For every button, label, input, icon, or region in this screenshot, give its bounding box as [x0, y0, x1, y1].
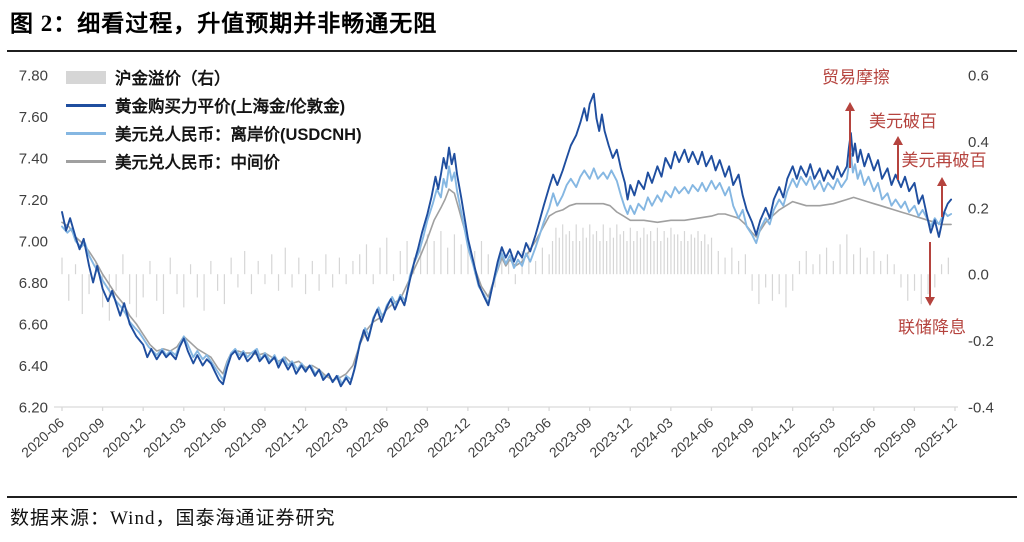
x-tick-label: 2025-12 — [911, 414, 960, 460]
line-swatch-icon — [66, 103, 106, 107]
left-axis-tick: 7.40 — [19, 151, 48, 168]
right-axis-tick: -0.4 — [968, 400, 994, 417]
series-line — [61, 92, 953, 388]
series-line — [61, 188, 952, 381]
x-tick-label: 2021-06 — [180, 414, 229, 460]
legend-item-usdcnh: 美元兑人民币：离岸价(USDCNH) — [66, 119, 362, 147]
x-tick-label: 2022-12 — [424, 414, 473, 460]
legend-item-fixing: 美元兑人民币：中间价 — [66, 147, 362, 175]
left-axis-tick: 6.60 — [19, 317, 48, 334]
right-axis-tick: 0.0 — [968, 267, 989, 284]
left-axis-tick: 6.80 — [19, 275, 48, 292]
x-tick-label: 2022-09 — [383, 414, 432, 460]
left-axis-labels: 7.80 7.60 7.40 7.20 7.00 6.80 6.60 6.40 6.20 — [19, 68, 48, 417]
left-axis-tick: 7.60 — [19, 109, 48, 126]
annotation-arrowhead-icon — [937, 177, 947, 186]
chart-legend: 沪金溢价（右） 黄金购买力平价(上海金/伦敦金) 美元兑人民币：离岸价(USDC… — [66, 63, 362, 175]
annotation-label: 联储降息 — [898, 318, 966, 337]
x-tick-label: 2021-03 — [140, 414, 189, 460]
x-tick-label: 2024-12 — [749, 414, 798, 460]
x-tick-label: 2025-09 — [871, 414, 920, 460]
legend-label: 黄金购买力平价(上海金/伦敦金) — [115, 98, 346, 116]
x-tick-label: 2025-03 — [789, 414, 838, 460]
annotation-label: 贸易摩擦 — [822, 68, 890, 87]
x-tick-label: 2025-06 — [830, 414, 879, 460]
x-tick-label: 2020-09 — [59, 414, 108, 460]
left-axis-tick: 7.00 — [19, 234, 48, 251]
x-tick-label: 2021-12 — [262, 414, 311, 460]
chart-svg: 2020-062020-092020-122021-032021-062021-… — [18, 68, 994, 461]
right-axis-tick: -0.2 — [968, 333, 994, 350]
x-tick-label: 2024-03 — [627, 414, 676, 460]
x-tick-label: 2020-06 — [18, 414, 67, 460]
line-swatch-icon — [66, 131, 106, 135]
legend-swatch-darkblue — [66, 103, 106, 107]
x-tick-label: 2021-09 — [221, 414, 270, 460]
left-axis-tick: 7.80 — [19, 68, 48, 85]
left-axis-tick: 7.20 — [19, 192, 48, 209]
legend-swatch-gray — [66, 159, 106, 163]
legend-item-premium: 沪金溢价（右） — [66, 63, 362, 91]
left-axis-tick: 6.20 — [19, 400, 48, 417]
legend-swatch-bar — [66, 70, 106, 84]
x-tick-label: 2022-03 — [302, 414, 351, 460]
x-tick-label: 2023-12 — [586, 414, 635, 460]
annotation-label: 美元破百 — [869, 112, 937, 131]
legend-label: 美元兑人民币：离岸价(USDCNH) — [115, 126, 362, 144]
x-tick-label: 2023-06 — [505, 414, 554, 460]
legend-item-gold-ppp: 黄金购买力平价(上海金/伦敦金) — [66, 91, 362, 119]
x-tick-label: 2020-12 — [99, 414, 148, 460]
line-swatch-icon — [66, 159, 106, 163]
left-axis-tick: 6.40 — [19, 358, 48, 375]
legend-swatch-lightblue — [66, 131, 106, 135]
series-lines — [61, 92, 953, 388]
annotation-label: 美元再破百 — [902, 151, 987, 170]
premium-bars — [61, 224, 949, 321]
legend-label: 沪金溢价（右） — [115, 70, 231, 88]
legend-label: 美元兑人民币：中间价 — [115, 154, 280, 172]
right-axis-tick: 0.2 — [968, 200, 989, 217]
annotation-arrowhead-icon — [845, 102, 855, 111]
annotation-arrowhead-icon — [925, 297, 935, 306]
x-tick-label: 2024-06 — [668, 414, 717, 460]
x-tick-label: 2023-09 — [546, 414, 595, 460]
x-tick-label: 2022-06 — [343, 414, 392, 460]
x-tick-label: 2023-03 — [465, 414, 514, 460]
right-axis-labels: 0.6 0.4 0.2 0.0 -0.2 -0.4 — [968, 68, 994, 417]
right-axis-tick: 0.6 — [968, 68, 989, 85]
annotation-arrowhead-icon — [893, 136, 903, 145]
bar-swatch-icon — [66, 70, 106, 84]
source-divider — [7, 496, 1017, 498]
x-axis: 2020-062020-092020-122021-032021-062021-… — [18, 406, 960, 461]
data-source-note: 数据来源：Wind，国泰海通证券研究 — [10, 508, 336, 529]
right-axis-tick: 0.4 — [968, 134, 989, 151]
title-divider — [7, 50, 1017, 52]
series-line — [61, 152, 953, 386]
x-tick-label: 2024-09 — [708, 414, 757, 460]
figure-title: 图 2：细看过程，升值预期并非畅通无阻 — [10, 11, 438, 36]
